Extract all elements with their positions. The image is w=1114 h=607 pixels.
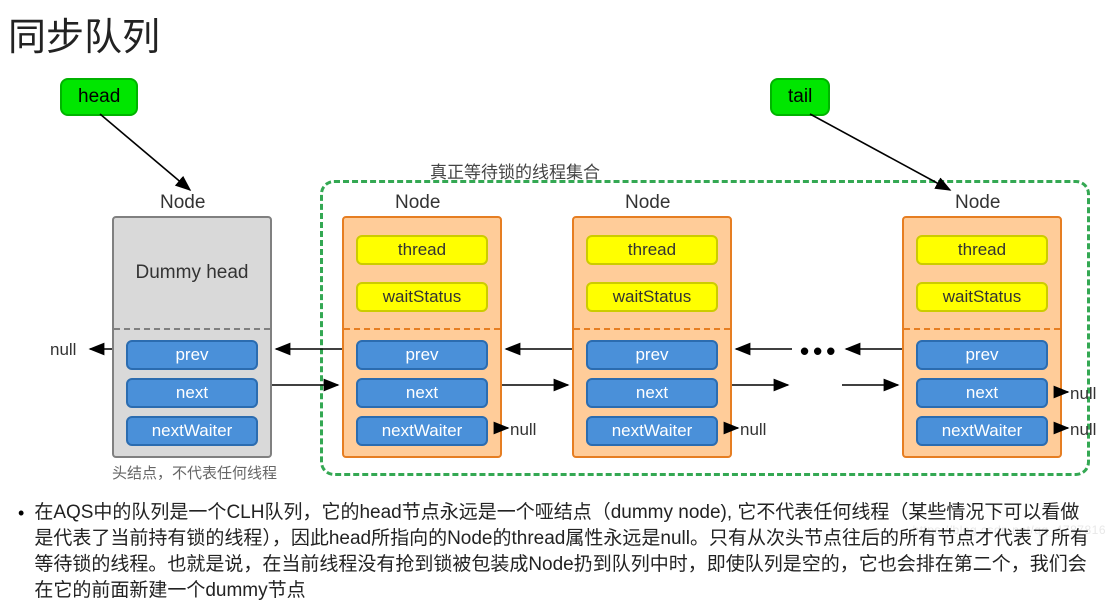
n3-prev: prev <box>916 340 1048 370</box>
n3-next: next <box>916 378 1048 408</box>
tail-pointer: tail <box>770 78 830 116</box>
dummy-nextwaiter: nextWaiter <box>126 416 258 446</box>
n1-waitstatus: waitStatus <box>356 282 488 312</box>
node-1-bot: prev next nextWaiter <box>344 328 500 456</box>
n1-thread: thread <box>356 235 488 265</box>
node-1: thread waitStatus prev next nextWaiter <box>342 216 502 458</box>
waiting-group-label: 真正等待锁的线程集合 <box>430 158 600 183</box>
n3-waitstatus: waitStatus <box>916 282 1048 312</box>
dummy-head-text: Dummy head <box>136 262 249 284</box>
node-dummy-bot: prev next nextWaiter <box>114 328 270 456</box>
bullet-text: 在AQS中的队列是一个CLH队列，它的head节点永远是一个哑结点（dummy … <box>34 500 1096 604</box>
n1-next: next <box>356 378 488 408</box>
node-3-top: thread waitStatus <box>904 218 1060 328</box>
node-label-2: Node <box>625 192 670 214</box>
node-label-3: Node <box>955 192 1000 214</box>
page-title: 同步队列 <box>8 6 160 61</box>
dummy-prev: prev <box>126 340 258 370</box>
node-3-bot: prev next nextWaiter <box>904 328 1060 456</box>
n2-thread: thread <box>586 235 718 265</box>
n3-nextwaiter: nextWaiter <box>916 416 1048 446</box>
node-1-top: thread waitStatus <box>344 218 500 328</box>
ellipsis-icon: ••• <box>800 336 839 367</box>
bullet-paragraph: • 在AQS中的队列是一个CLH队列，它的head节点永远是一个哑结点（dumm… <box>18 500 1096 604</box>
n1-nextwaiter: nextWaiter <box>356 416 488 446</box>
node-label-0: Node <box>160 192 205 214</box>
n2-next: next <box>586 378 718 408</box>
n2-waitstatus: waitStatus <box>586 282 718 312</box>
node-dummy-top: Dummy head <box>114 218 270 328</box>
bullet-dot-icon: • <box>18 500 24 604</box>
node-2-bot: prev next nextWaiter <box>574 328 730 456</box>
null-left: null <box>50 340 76 360</box>
null-n2nw: null <box>740 420 766 440</box>
node-3: thread waitStatus prev next nextWaiter <box>902 216 1062 458</box>
dummy-next: next <box>126 378 258 408</box>
dummy-caption: 头结点，不代表任何线程 <box>112 462 277 483</box>
node-dummy: Dummy head prev next nextWaiter <box>112 216 272 458</box>
null-n3next: null <box>1070 384 1096 404</box>
node-2-top: thread waitStatus <box>574 218 730 328</box>
null-n1nw: null <box>510 420 536 440</box>
null-n3nw: null <box>1070 420 1096 440</box>
node-label-1: Node <box>395 192 440 214</box>
n3-thread: thread <box>916 235 1048 265</box>
n2-nextwaiter: nextWaiter <box>586 416 718 446</box>
head-pointer: head <box>60 78 138 116</box>
n1-prev: prev <box>356 340 488 370</box>
node-2: thread waitStatus prev next nextWaiter <box>572 216 732 458</box>
n2-prev: prev <box>586 340 718 370</box>
